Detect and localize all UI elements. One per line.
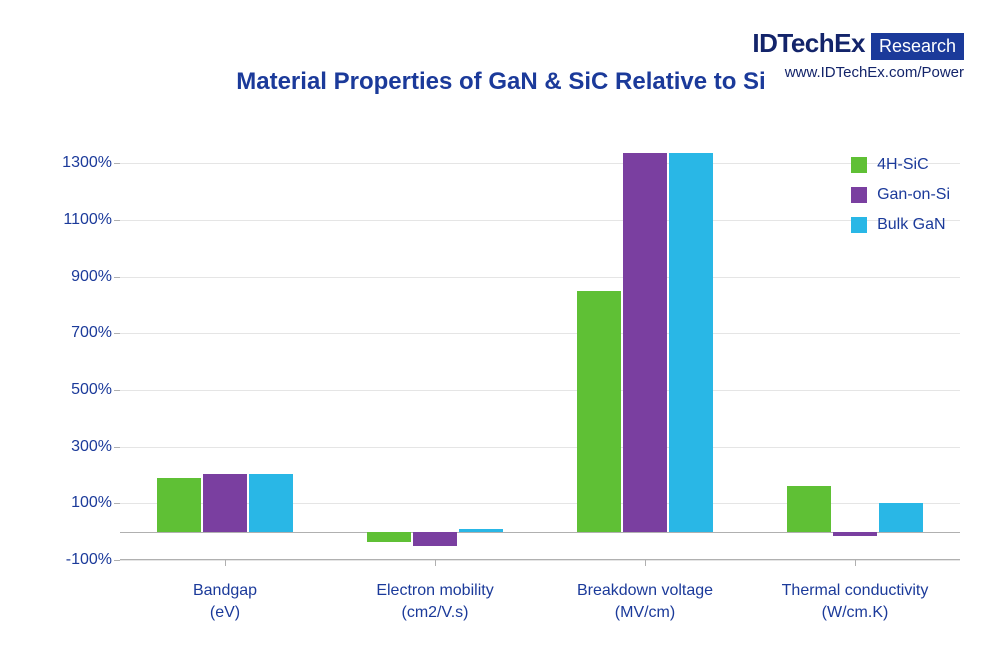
ytick-label: 500% bbox=[42, 381, 112, 399]
xtick-label-line: (W/cm.K) bbox=[750, 602, 960, 624]
chart-title: Material Properties of GaN & SiC Relativ… bbox=[0, 68, 1002, 96]
xtick-mark bbox=[225, 559, 226, 566]
bar bbox=[787, 486, 831, 531]
bar bbox=[669, 153, 713, 531]
brand-name: IDTechEx bbox=[752, 28, 865, 59]
gridline bbox=[120, 277, 960, 278]
bar bbox=[367, 532, 411, 542]
bar bbox=[577, 291, 621, 532]
brand-badge: Research bbox=[871, 33, 964, 60]
ytick-mark bbox=[114, 447, 120, 448]
xtick-label: Electron mobility(cm2/V.s) bbox=[330, 580, 540, 623]
ytick-label: 100% bbox=[42, 494, 112, 512]
legend-item: Gan-on-Si bbox=[851, 186, 950, 204]
bar bbox=[249, 474, 293, 532]
legend-item: 4H-SiC bbox=[851, 156, 950, 174]
bar bbox=[413, 532, 457, 546]
xtick-mark bbox=[435, 559, 436, 566]
xtick-mark bbox=[645, 559, 646, 566]
chart-legend: 4H-SiC Gan-on-Si Bulk GaN bbox=[851, 156, 950, 234]
legend-label: 4H-SiC bbox=[877, 156, 929, 174]
legend-swatch bbox=[851, 217, 867, 233]
xtick-label-line: Breakdown voltage bbox=[540, 580, 750, 602]
ytick-mark bbox=[114, 277, 120, 278]
bar bbox=[203, 474, 247, 532]
ytick-mark bbox=[114, 390, 120, 391]
ytick-mark bbox=[114, 503, 120, 504]
ytick-label: -100% bbox=[42, 551, 112, 569]
xtick-label-line: Thermal conductivity bbox=[750, 580, 960, 602]
xtick-label: Thermal conductivity(W/cm.K) bbox=[750, 580, 960, 623]
gridline bbox=[120, 220, 960, 221]
ytick-mark bbox=[114, 560, 120, 561]
bar bbox=[623, 153, 667, 531]
bar bbox=[157, 478, 201, 532]
gridline bbox=[120, 447, 960, 448]
gridline bbox=[120, 333, 960, 334]
legend-item: Bulk GaN bbox=[851, 216, 950, 234]
ytick-label: 300% bbox=[42, 438, 112, 456]
ytick-label: 700% bbox=[42, 324, 112, 342]
bar bbox=[879, 503, 923, 531]
gridline bbox=[120, 560, 960, 561]
xtick-label: Bandgap(eV) bbox=[120, 580, 330, 623]
ytick-mark bbox=[114, 163, 120, 164]
xtick-label-line: (MV/cm) bbox=[540, 602, 750, 624]
bar bbox=[459, 529, 503, 532]
chart-plot-area: -100%100%300%500%700%900%1100%1300%Bandg… bbox=[120, 135, 960, 560]
xtick-label-line: (eV) bbox=[120, 602, 330, 624]
bar bbox=[833, 532, 877, 536]
legend-swatch bbox=[851, 187, 867, 203]
gridline bbox=[120, 390, 960, 391]
ytick-label: 900% bbox=[42, 268, 112, 286]
legend-label: Gan-on-Si bbox=[877, 186, 950, 204]
ytick-label: 1300% bbox=[42, 154, 112, 172]
xtick-label-line: Bandgap bbox=[120, 580, 330, 602]
legend-swatch bbox=[851, 157, 867, 173]
ytick-label: 1100% bbox=[42, 211, 112, 229]
legend-label: Bulk GaN bbox=[877, 216, 945, 234]
xtick-label: Breakdown voltage(MV/cm) bbox=[540, 580, 750, 623]
gridline bbox=[120, 163, 960, 164]
brand-row: IDTechEx Research bbox=[752, 28, 964, 60]
xtick-label-line: (cm2/V.s) bbox=[330, 602, 540, 624]
xtick-mark bbox=[855, 559, 856, 566]
ytick-mark bbox=[114, 220, 120, 221]
ytick-mark bbox=[114, 333, 120, 334]
xtick-label-line: Electron mobility bbox=[330, 580, 540, 602]
